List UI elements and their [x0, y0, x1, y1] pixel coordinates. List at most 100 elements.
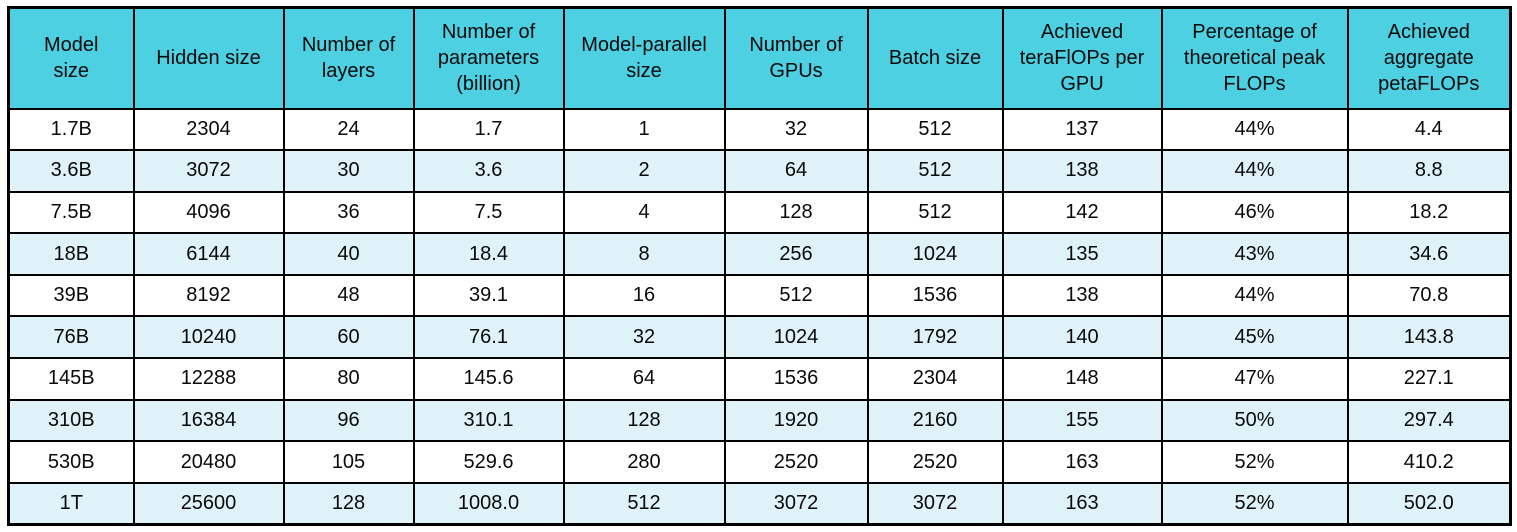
table-cell: 142 — [1001, 190, 1163, 235]
column-header: Batch size — [866, 6, 1004, 110]
table-cell: 1024 — [866, 232, 1004, 276]
table-row: 39B 8192 48 39.1 16 512 1536 138 44% 70.8 — [7, 273, 1512, 318]
table-cell: 145B — [7, 357, 135, 401]
table-cell: 128 — [723, 190, 869, 235]
table-cell: 3072 — [132, 149, 285, 193]
table-cell: 2520 — [866, 440, 1004, 484]
column-header: Achieved teraFlOPs per GPU — [1001, 6, 1163, 110]
table-cell: 512 — [562, 481, 726, 526]
column-header: Model-parallel size — [562, 6, 726, 110]
table-cell: 96 — [282, 398, 415, 443]
table-cell: 8192 — [132, 273, 285, 318]
table-cell: 10240 — [132, 315, 285, 360]
table-cell: 64 — [562, 357, 726, 401]
table-row: 7.5B 4096 36 7.5 4 128 512 142 46% 18.2 — [7, 190, 1512, 235]
table-cell: 39.1 — [412, 273, 565, 318]
column-header: Hidden size — [132, 6, 285, 110]
table-cell: 7.5B — [7, 190, 135, 235]
table-cell: 60 — [282, 315, 415, 360]
table-cell: 1024 — [723, 315, 869, 360]
table-cell: 128 — [282, 481, 415, 526]
table-row: 310B 16384 96 310.1 128 1920 2160 155 50% 297.4 — [7, 398, 1512, 443]
table-cell: 140 — [1001, 315, 1163, 360]
table-cell: 138 — [1001, 273, 1163, 318]
table-cell: 163 — [1001, 481, 1163, 526]
table-row: 530B 20480 105 529.6 280 2520 2520 163 52% 410.2 — [7, 440, 1512, 484]
table-cell: 3.6 — [412, 149, 565, 193]
table-cell: 50% — [1160, 398, 1349, 443]
table-cell: 227.1 — [1346, 357, 1512, 401]
table-cell: 46% — [1160, 190, 1349, 235]
model-scaling-table: Model size Hidden size Number of layers Num… — [7, 6, 1512, 526]
table-cell: 145.6 — [412, 357, 565, 401]
table-cell: 47% — [1160, 357, 1349, 401]
table-cell: 2 — [562, 149, 726, 193]
table-row: 1T 25600 128 1008.0 512 3072 3072 163 52% 502.0 — [7, 481, 1512, 526]
table-cell: 297.4 — [1346, 398, 1512, 443]
table-cell: 39B — [7, 273, 135, 318]
table-cell: 32 — [723, 107, 869, 152]
column-header: Percentage of theoretical peak FLOPs — [1160, 6, 1349, 110]
table-cell: 512 — [723, 273, 869, 318]
table-cell: 148 — [1001, 357, 1163, 401]
table-cell: 512 — [866, 190, 1004, 235]
table-cell: 24 — [282, 107, 415, 152]
table-cell: 1920 — [723, 398, 869, 443]
table-cell: 36 — [282, 190, 415, 235]
table-cell: 80 — [282, 357, 415, 401]
table-cell: 256 — [723, 232, 869, 276]
table-cell: 502.0 — [1346, 481, 1512, 526]
table-cell: 163 — [1001, 440, 1163, 484]
table-cell: 105 — [282, 440, 415, 484]
table-cell: 6144 — [132, 232, 285, 276]
table-cell: 137 — [1001, 107, 1163, 152]
table-cell: 52% — [1160, 440, 1349, 484]
table-cell: 16384 — [132, 398, 285, 443]
table-cell: 1.7 — [412, 107, 565, 152]
table-cell: 4096 — [132, 190, 285, 235]
table-cell: 48 — [282, 273, 415, 318]
table-body: 1.7B 2304 24 1.7 1 32 512 137 44% 4.4 3.6B 3072 30 3.… — [7, 107, 1512, 526]
column-header: Model size — [7, 6, 135, 110]
table-cell: 32 — [562, 315, 726, 360]
table-cell: 1536 — [866, 273, 1004, 318]
table-cell: 2520 — [723, 440, 869, 484]
table-cell: 3072 — [866, 481, 1004, 526]
table-cell: 1792 — [866, 315, 1004, 360]
table-cell: 512 — [866, 107, 1004, 152]
column-header: Number of parameters (billion) — [412, 6, 565, 110]
table-cell: 410.2 — [1346, 440, 1512, 484]
column-header: Number of layers — [282, 6, 415, 110]
table-cell: 3.6B — [7, 149, 135, 193]
table-cell: 76B — [7, 315, 135, 360]
table-cell: 2304 — [132, 107, 285, 152]
table-cell: 70.8 — [1346, 273, 1512, 318]
table-cell: 16 — [562, 273, 726, 318]
table-cell: 40 — [282, 232, 415, 276]
table-cell: 512 — [866, 149, 1004, 193]
table-cell: 3072 — [723, 481, 869, 526]
table-cell: 25600 — [132, 481, 285, 526]
table-cell: 2304 — [866, 357, 1004, 401]
table-cell: 18.4 — [412, 232, 565, 276]
table-cell: 1008.0 — [412, 481, 565, 526]
table-cell: 529.6 — [412, 440, 565, 484]
table-cell: 138 — [1001, 149, 1163, 193]
table-header: Model size Hidden size Number of layers Num… — [7, 6, 1512, 110]
table-cell: 7.5 — [412, 190, 565, 235]
table-cell: 280 — [562, 440, 726, 484]
table-row: 18B 6144 40 18.4 8 256 1024 135 43% 34.6 — [7, 232, 1512, 276]
table-cell: 34.6 — [1346, 232, 1512, 276]
header-row: Model size Hidden size Number of layers Num… — [7, 6, 1512, 110]
table-cell: 4 — [562, 190, 726, 235]
table-cell: 1.7B — [7, 107, 135, 152]
table-cell: 135 — [1001, 232, 1163, 276]
table-cell: 18.2 — [1346, 190, 1512, 235]
column-header: Number of GPUs — [723, 6, 869, 110]
table-cell: 4.4 — [1346, 107, 1512, 152]
table-cell: 76.1 — [412, 315, 565, 360]
table-row: 76B 10240 60 76.1 32 1024 1792 140 45% 143.8 — [7, 315, 1512, 360]
table-cell: 52% — [1160, 481, 1349, 526]
table-cell: 1536 — [723, 357, 869, 401]
